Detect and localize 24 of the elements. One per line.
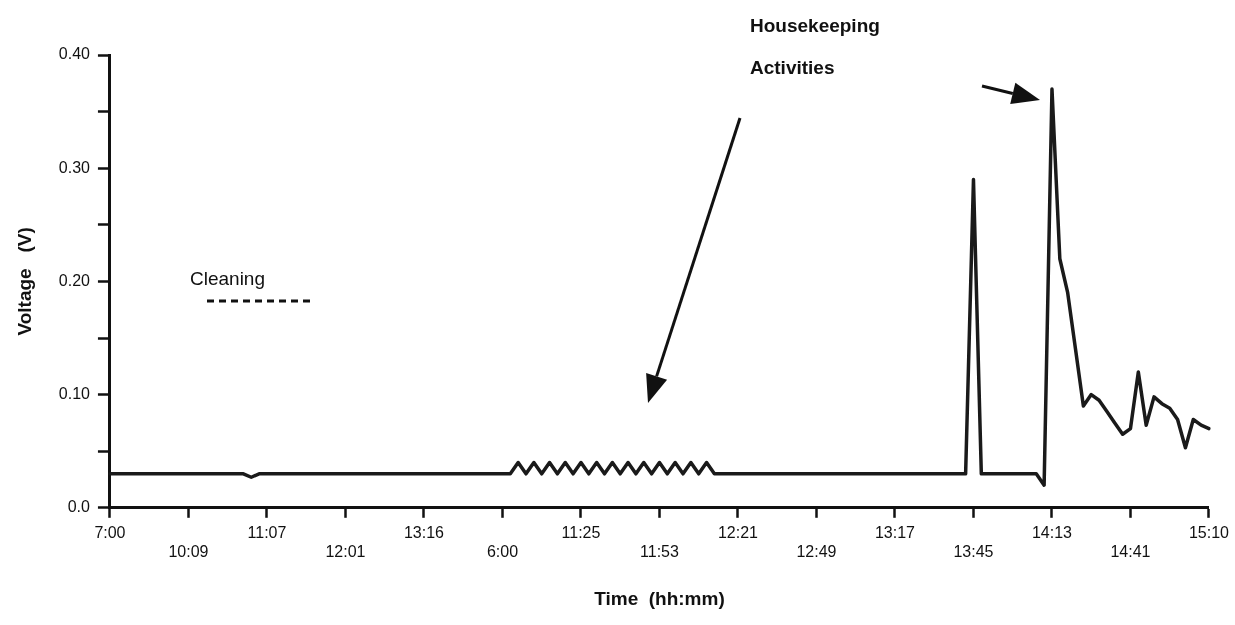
x-tick-label: 11:07 xyxy=(247,523,287,541)
x-tick-label: 11:25 xyxy=(561,523,601,541)
x-tick-label: 14:41 xyxy=(1110,543,1151,561)
x-tick-label: 12:21 xyxy=(717,523,759,541)
y-tick-label: 0.30 xyxy=(58,158,91,176)
x-tick-label: 12:49 xyxy=(796,543,837,561)
x-tick-label: 11:53 xyxy=(640,543,679,561)
x-tick-label: 13:16 xyxy=(403,523,445,541)
x-tick-label: 13:45 xyxy=(953,543,994,561)
x-tick-label: 6:00 xyxy=(486,543,519,561)
x-tick-label: 15:10 xyxy=(1188,523,1230,541)
x-axis-title: Time (hh:mm) xyxy=(594,587,725,609)
annotation: Housekeeping Activities xyxy=(750,14,880,80)
x-tick-label: 7:00 xyxy=(94,523,126,541)
y-tick-label: 0.40 xyxy=(58,45,91,63)
y-axis-title: Voltage (V) xyxy=(13,227,35,336)
x-tick-label: 14:13 xyxy=(1031,523,1073,541)
y-tick-label: 0.10 xyxy=(58,385,91,403)
x-tick-label: 10:09 xyxy=(168,543,209,561)
x-tick-label: 13:17 xyxy=(874,523,916,541)
y-tick-label: 0.0 xyxy=(67,498,91,516)
x-tick-label: 12:01 xyxy=(325,543,366,561)
annotation: Cleaning xyxy=(190,267,265,291)
y-tick-label: 0.20 xyxy=(58,271,91,289)
